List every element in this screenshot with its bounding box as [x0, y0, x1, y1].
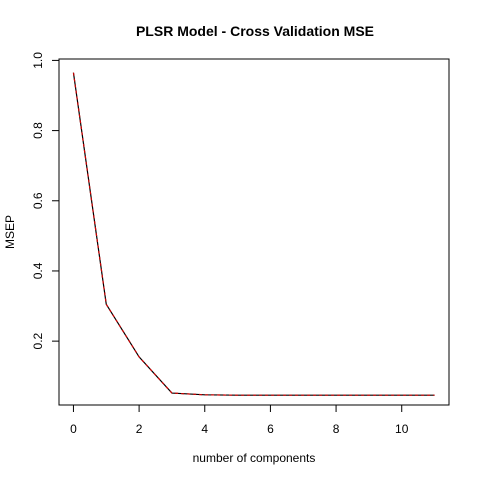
- y-axis: 0.2 0.4 0.6 0.8 1.0: [31, 52, 60, 349]
- y-axis-label: MSEP: [3, 215, 17, 249]
- series-line-0: [72, 72, 435, 396]
- x-tick-label: 6: [267, 422, 274, 436]
- x-tick-label: 4: [201, 422, 208, 436]
- y-tick-label: 0.2: [31, 332, 45, 349]
- x-tick-label: 10: [395, 422, 409, 436]
- y-tick-label: 1.0: [31, 52, 45, 69]
- x-axis-label: number of components: [193, 451, 316, 465]
- x-tick-label: 0: [70, 422, 77, 436]
- y-tick-label: 0.8: [31, 122, 45, 139]
- y-tick-label: 0.4: [31, 262, 45, 279]
- series-line-1: [72, 72, 435, 396]
- x-tick-label: 2: [136, 422, 143, 436]
- x-tick-label: 8: [333, 422, 340, 436]
- series-layer: [72, 72, 435, 396]
- x-axis: 0 2 4 6 8 10: [70, 404, 409, 436]
- plot-frame: [58, 58, 450, 406]
- y-tick-label: 0.6: [31, 192, 45, 209]
- chart-title: PLSR Model - Cross Validation MSE: [136, 23, 374, 39]
